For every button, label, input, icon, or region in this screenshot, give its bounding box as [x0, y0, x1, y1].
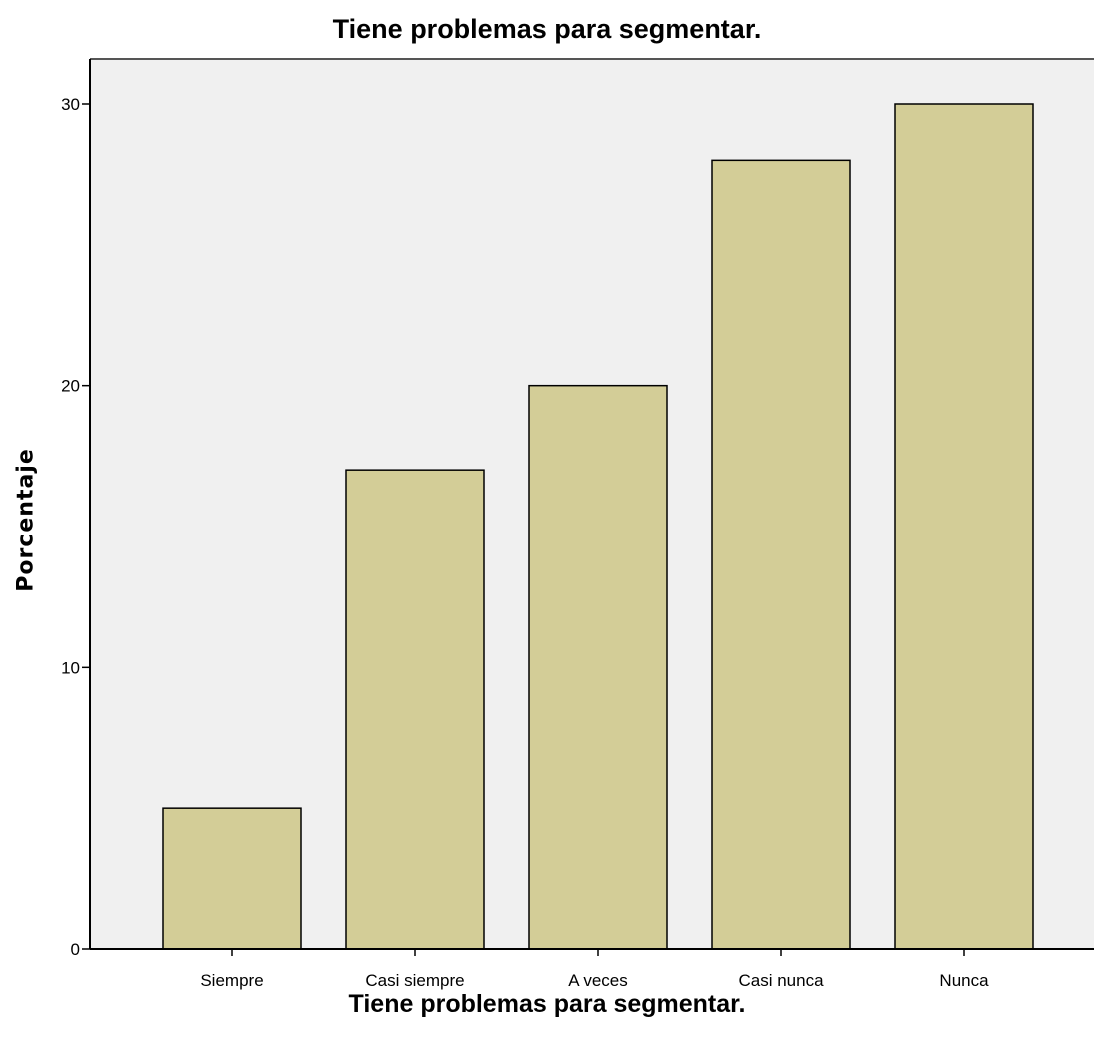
y-tick-label: 10 — [61, 658, 80, 677]
bar-a-veces — [528, 384, 668, 950]
x-tick-label: Nunca — [939, 971, 989, 990]
x-tick-label: Casi nunca — [738, 971, 824, 990]
bar-nunca — [894, 103, 1034, 950]
bars-group — [162, 103, 1034, 950]
axes-group: Siempre Casi siempre A veces Casi nunca Nunc… — [61, 58, 1094, 990]
bar-siempre — [162, 807, 302, 950]
chart-title: Tiene problemas para segmentar. — [332, 14, 762, 44]
y-tick-label: 0 — [71, 940, 80, 959]
x-axis-title: Tiene problemas para segmentar. — [348, 990, 746, 1018]
y-tick-label: 30 — [61, 95, 80, 114]
x-tick-label: Siempre — [200, 971, 263, 990]
x-tick-label: A veces — [568, 971, 628, 990]
bar-casi-nunca — [711, 159, 851, 950]
y-tick-label: 20 — [61, 377, 80, 396]
x-tick-label: Casi siempre — [365, 971, 464, 990]
bar-casi-siempre — [345, 469, 485, 950]
